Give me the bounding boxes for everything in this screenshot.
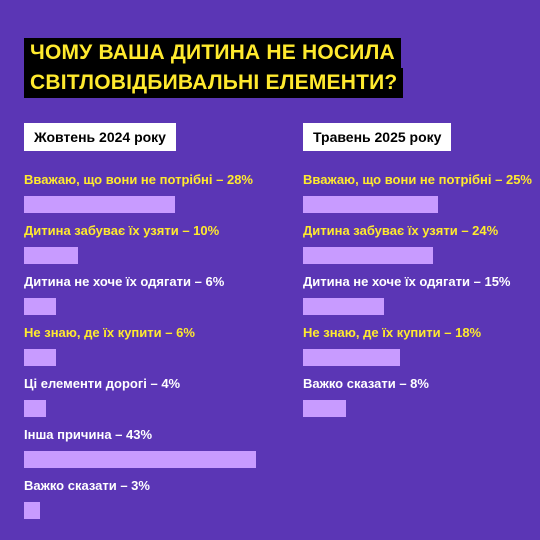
bar-item: Не знаю, де їх купити – 6%: [24, 325, 195, 366]
bar: [24, 196, 175, 213]
bar-item: Вважаю, що вони не потрібні – 28%: [24, 172, 253, 213]
bar: [303, 349, 400, 366]
period-label-october-2024: Жовтень 2024 року: [24, 123, 176, 151]
bar-label: Ці елементи дорогі – 4%: [24, 376, 181, 391]
bar: [303, 196, 438, 213]
bar-item: Дитина забуває їх узяти – 24%: [303, 223, 498, 264]
panel-may-2025: Травень 2025 року Вважаю, що вони не пот…: [303, 123, 532, 417]
bar: [24, 349, 56, 366]
bar-label: Дитина забуває їх узяти – 24%: [303, 223, 499, 238]
chart-title: ЧОМУ ВАША ДИТИНА НЕ НОСИЛА СВІТЛОВІДБИВА…: [24, 38, 404, 98]
bar-label: Важко сказати – 8%: [303, 376, 429, 391]
bar-item: Ці елементи дорогі – 4%: [24, 376, 180, 417]
bar-item: Інша причина – 43%: [24, 427, 256, 468]
period-label-may-2025: Травень 2025 року: [303, 123, 452, 151]
bar: [24, 400, 46, 417]
bar-label: Дитина забуває їх узяти – 10%: [24, 223, 220, 238]
bar-item: Не знаю, де їх купити – 18%: [303, 325, 481, 366]
bar: [24, 502, 40, 519]
bar-item: Дитина забуває їх узяти – 10%: [24, 223, 219, 264]
bar-label: Не знаю, де їх купити – 18%: [303, 325, 482, 340]
bar: [303, 298, 384, 315]
bar-item: Вважаю, що вони не потрібні – 25%: [303, 172, 532, 213]
bar-label: Вважаю, що вони не потрібні – 25%: [303, 172, 532, 187]
bar-item: Дитина не хоче їх одягати – 15%: [303, 274, 511, 315]
bar: [303, 247, 433, 264]
title-line-2: СВІТЛОВІДБИВАЛЬНІ ЕЛЕМЕНТИ?: [24, 68, 404, 98]
bar-label: Дитина не хоче їх одягати – 6%: [24, 274, 225, 289]
bar-item: Дитина не хоче їх одягати – 6%: [24, 274, 224, 315]
panel-october-2024: Жовтень 2024 року Вважаю, що вони не пот…: [24, 123, 256, 519]
bar: [24, 247, 78, 264]
bar-label: Дитина не хоче їх одягати – 15%: [303, 274, 511, 289]
bar-label: Не знаю, де їх купити – 6%: [24, 325, 195, 340]
bar: [303, 400, 346, 417]
bar-item: Важко сказати – 3%: [24, 478, 150, 519]
bar-label: Інша причина – 43%: [24, 427, 153, 442]
bar: [24, 451, 256, 468]
bar-item: Важко сказати – 8%: [303, 376, 429, 417]
bar: [24, 298, 56, 315]
title-line-1: ЧОМУ ВАША ДИТИНА НЕ НОСИЛА: [24, 38, 401, 68]
bar-label: Вважаю, що вони не потрібні – 28%: [24, 172, 253, 187]
bar-label: Важко сказати – 3%: [24, 478, 150, 493]
